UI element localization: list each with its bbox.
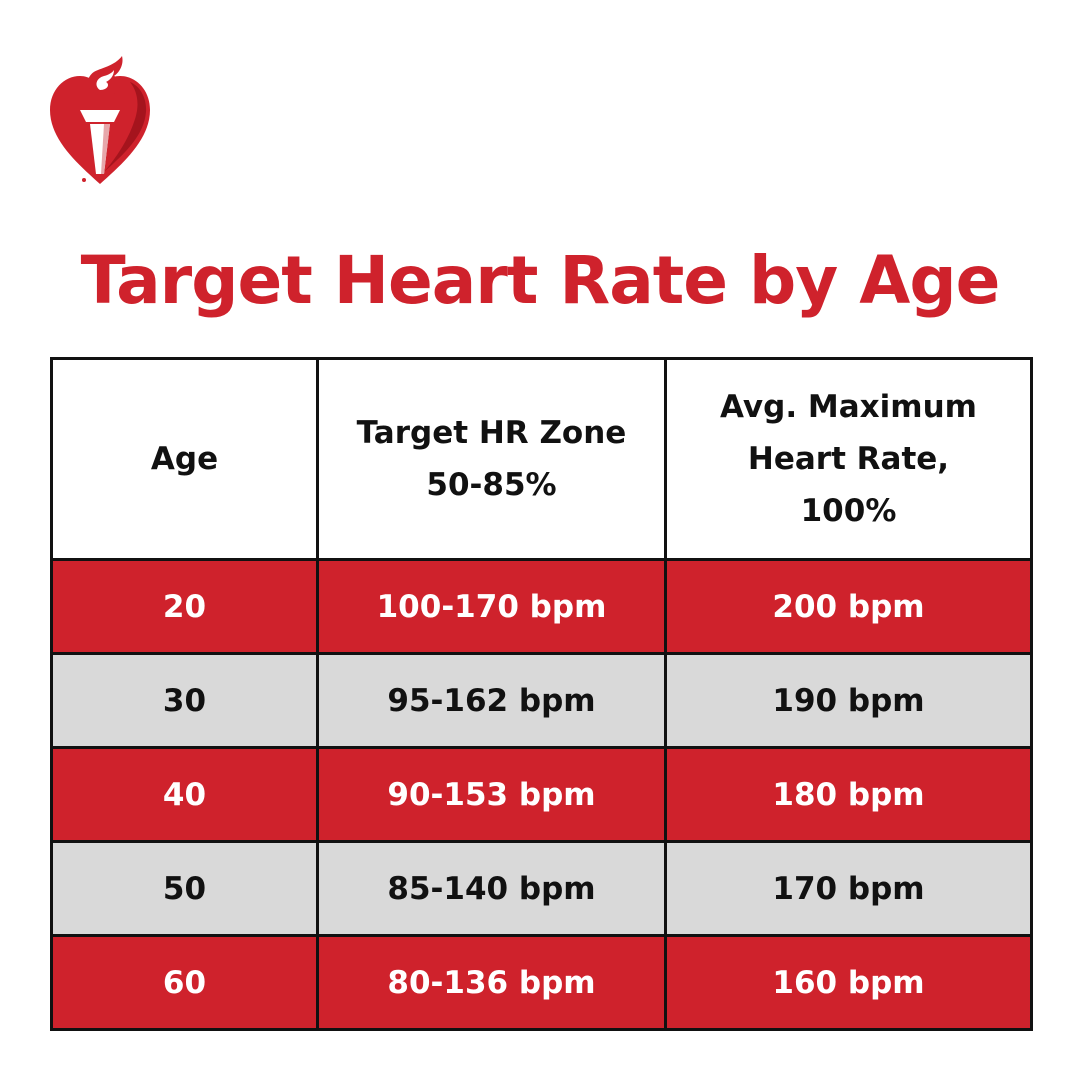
header-max-rate-line-1: Avg. Maximum bbox=[720, 389, 977, 425]
table-row: 50 85-140 bpm 170 bpm bbox=[50, 840, 1033, 937]
cell-max-rate: 190 bpm bbox=[664, 652, 1033, 749]
cell-target-zone: 90-153 bpm bbox=[316, 746, 667, 843]
torch-flame-highlight bbox=[96, 70, 114, 90]
heart-shade bbox=[104, 82, 147, 172]
cell-max-rate: 180 bpm bbox=[664, 746, 1033, 843]
cell-max-rate: 160 bpm bbox=[664, 934, 1033, 1031]
header-age-label: Age bbox=[150, 441, 219, 477]
cell-age: 30 bbox=[50, 652, 319, 749]
table-row: 30 95-162 bpm 190 bpm bbox=[50, 652, 1033, 749]
cell-age: 20 bbox=[50, 558, 319, 655]
table-row: 20 100-170 bpm 200 bpm bbox=[50, 558, 1033, 655]
header-max-rate: Avg. Maximum Heart Rate, 100% bbox=[664, 357, 1033, 561]
cell-age: 60 bbox=[50, 934, 319, 1031]
cell-age: 50 bbox=[50, 840, 319, 937]
header-max-rate-line-3: 100% bbox=[800, 493, 897, 529]
table-row: 60 80-136 bpm 160 bpm bbox=[50, 934, 1033, 1031]
header-target-zone-line-1: Target HR Zone bbox=[356, 415, 627, 451]
heart-rate-table: Age Target HR Zone 50-85% Avg. Maximum H… bbox=[50, 357, 1033, 1031]
cell-target-zone: 100-170 bpm bbox=[316, 558, 667, 655]
cell-max-rate: 170 bpm bbox=[664, 840, 1033, 937]
cell-max-rate: 200 bpm bbox=[664, 558, 1033, 655]
torch-handle-shadow bbox=[101, 124, 110, 174]
cell-target-zone: 95-162 bpm bbox=[316, 652, 667, 749]
cell-target-zone: 80-136 bpm bbox=[316, 934, 667, 1031]
heart-torch-icon bbox=[50, 56, 150, 184]
registered-mark bbox=[82, 178, 86, 182]
cell-target-zone: 85-140 bpm bbox=[316, 840, 667, 937]
header-target-zone: Target HR Zone 50-85% bbox=[316, 357, 667, 561]
page-title: Target Heart Rate by Age bbox=[80, 242, 1001, 319]
cell-age: 40 bbox=[50, 746, 319, 843]
table-row: 40 90-153 bpm 180 bpm bbox=[50, 746, 1033, 843]
header-age: Age bbox=[50, 357, 319, 561]
heart-torch-logo bbox=[44, 52, 156, 188]
header-target-zone-line-2: 50-85% bbox=[426, 467, 557, 503]
table-header-row: Age Target HR Zone 50-85% Avg. Maximum H… bbox=[50, 357, 1033, 561]
torch-cup bbox=[80, 110, 120, 122]
header-max-rate-line-2: Heart Rate, bbox=[747, 441, 950, 477]
